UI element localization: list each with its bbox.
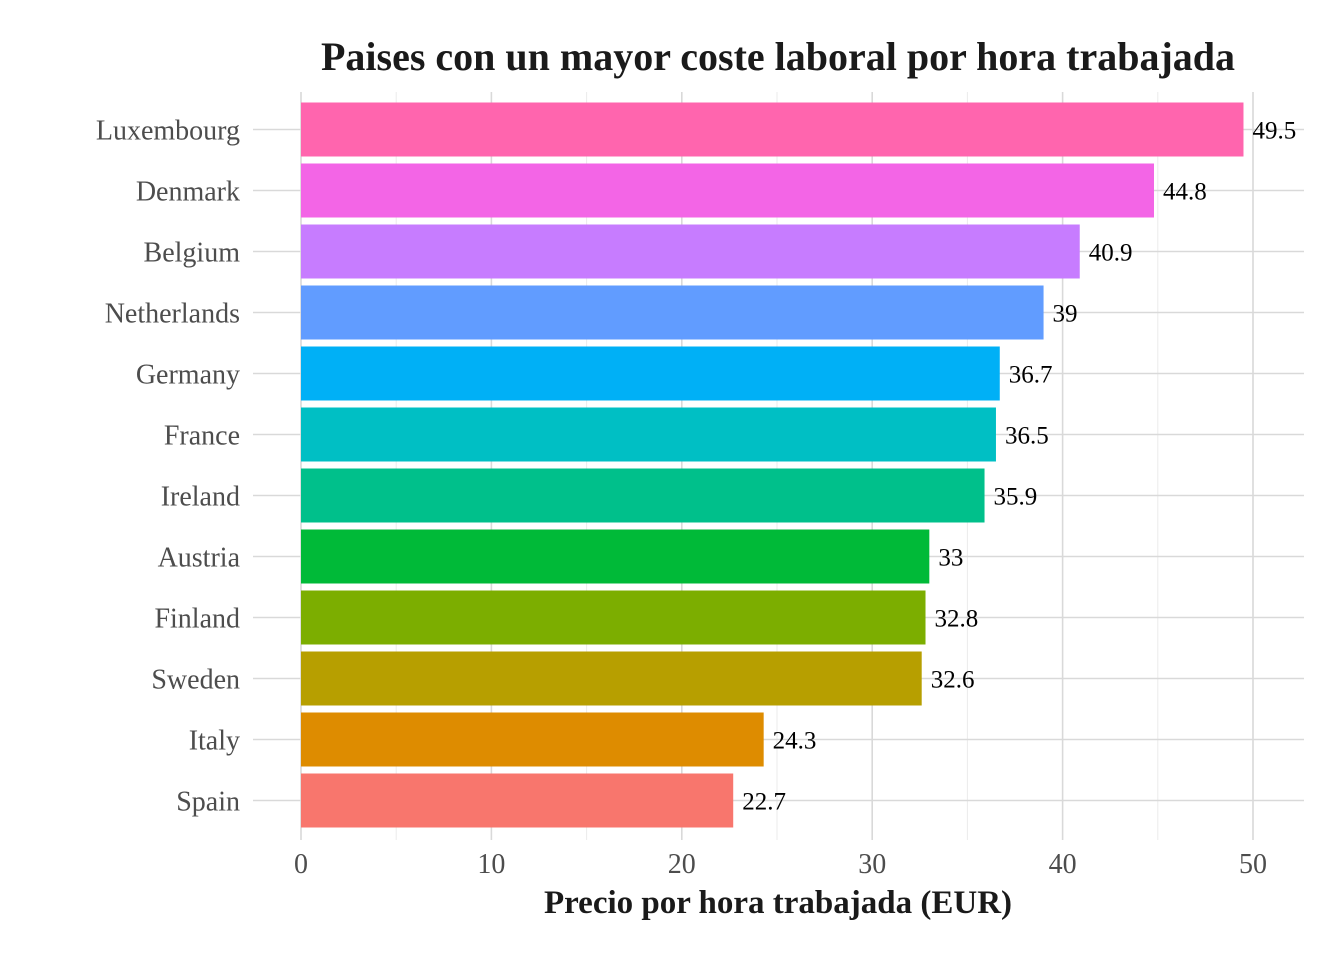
y-axis-tick-labels: Luxembourg Denmark Belgium Netherlands Germa… <box>96 116 241 818</box>
y-tick-label: Spain <box>176 787 240 818</box>
y-tick-label: Belgium <box>144 238 241 269</box>
y-tick-label: Ireland <box>161 482 240 513</box>
bars <box>301 102 1244 828</box>
data-label: 32.8 <box>935 606 979 633</box>
bar <box>301 407 996 462</box>
data-label: 49.5 <box>1252 118 1296 145</box>
y-tick-label: Sweden <box>151 665 240 696</box>
data-label: 36.7 <box>1009 362 1053 389</box>
x-tick-label: 40 <box>1049 849 1077 880</box>
bar <box>301 163 1154 218</box>
x-axis-tick-labels: 0 10 20 30 40 50 <box>294 849 1267 880</box>
y-tick-label: Germany <box>136 360 240 391</box>
bar <box>301 468 985 523</box>
data-label: 36.5 <box>1005 423 1049 450</box>
x-tick-label: 30 <box>858 849 886 880</box>
data-label: 33 <box>938 545 963 572</box>
x-axis-title: Precio por hora trabajada (EUR) <box>544 885 1012 921</box>
y-tick-label: Luxembourg <box>96 116 240 147</box>
x-tick-label: 10 <box>477 849 505 880</box>
bar <box>301 529 930 584</box>
data-label: 35.9 <box>994 484 1038 511</box>
data-label: 22.7 <box>742 789 786 816</box>
bar <box>301 346 1000 401</box>
y-tick-label: Finland <box>154 604 240 635</box>
bar <box>301 285 1044 340</box>
bar <box>301 102 1244 157</box>
y-tick-label: Netherlands <box>105 299 240 330</box>
y-tick-label: France <box>164 421 240 452</box>
bar <box>301 712 764 767</box>
x-tick-label: 50 <box>1239 849 1267 880</box>
bar <box>301 773 734 828</box>
data-label: 40.9 <box>1089 240 1133 267</box>
y-tick-label: Denmark <box>136 177 240 208</box>
data-label: 32.6 <box>931 667 975 694</box>
chart-title: Paises con un mayor coste laboral por ho… <box>321 34 1235 79</box>
data-label: 39 <box>1053 301 1078 328</box>
x-tick-label: 0 <box>294 849 308 880</box>
y-tick-label: Austria <box>158 543 241 574</box>
bar <box>301 224 1080 279</box>
bar <box>301 590 926 645</box>
data-label: 24.3 <box>773 728 817 755</box>
x-tick-label: 20 <box>668 849 696 880</box>
y-tick-label: Italy <box>189 726 240 757</box>
data-label: 44.8 <box>1163 179 1207 206</box>
data-labels: 49.5 44.8 40.9 39 36.7 36.5 35.9 33 32.8 32.6 24.3… <box>742 118 1296 816</box>
bar <box>301 651 922 706</box>
